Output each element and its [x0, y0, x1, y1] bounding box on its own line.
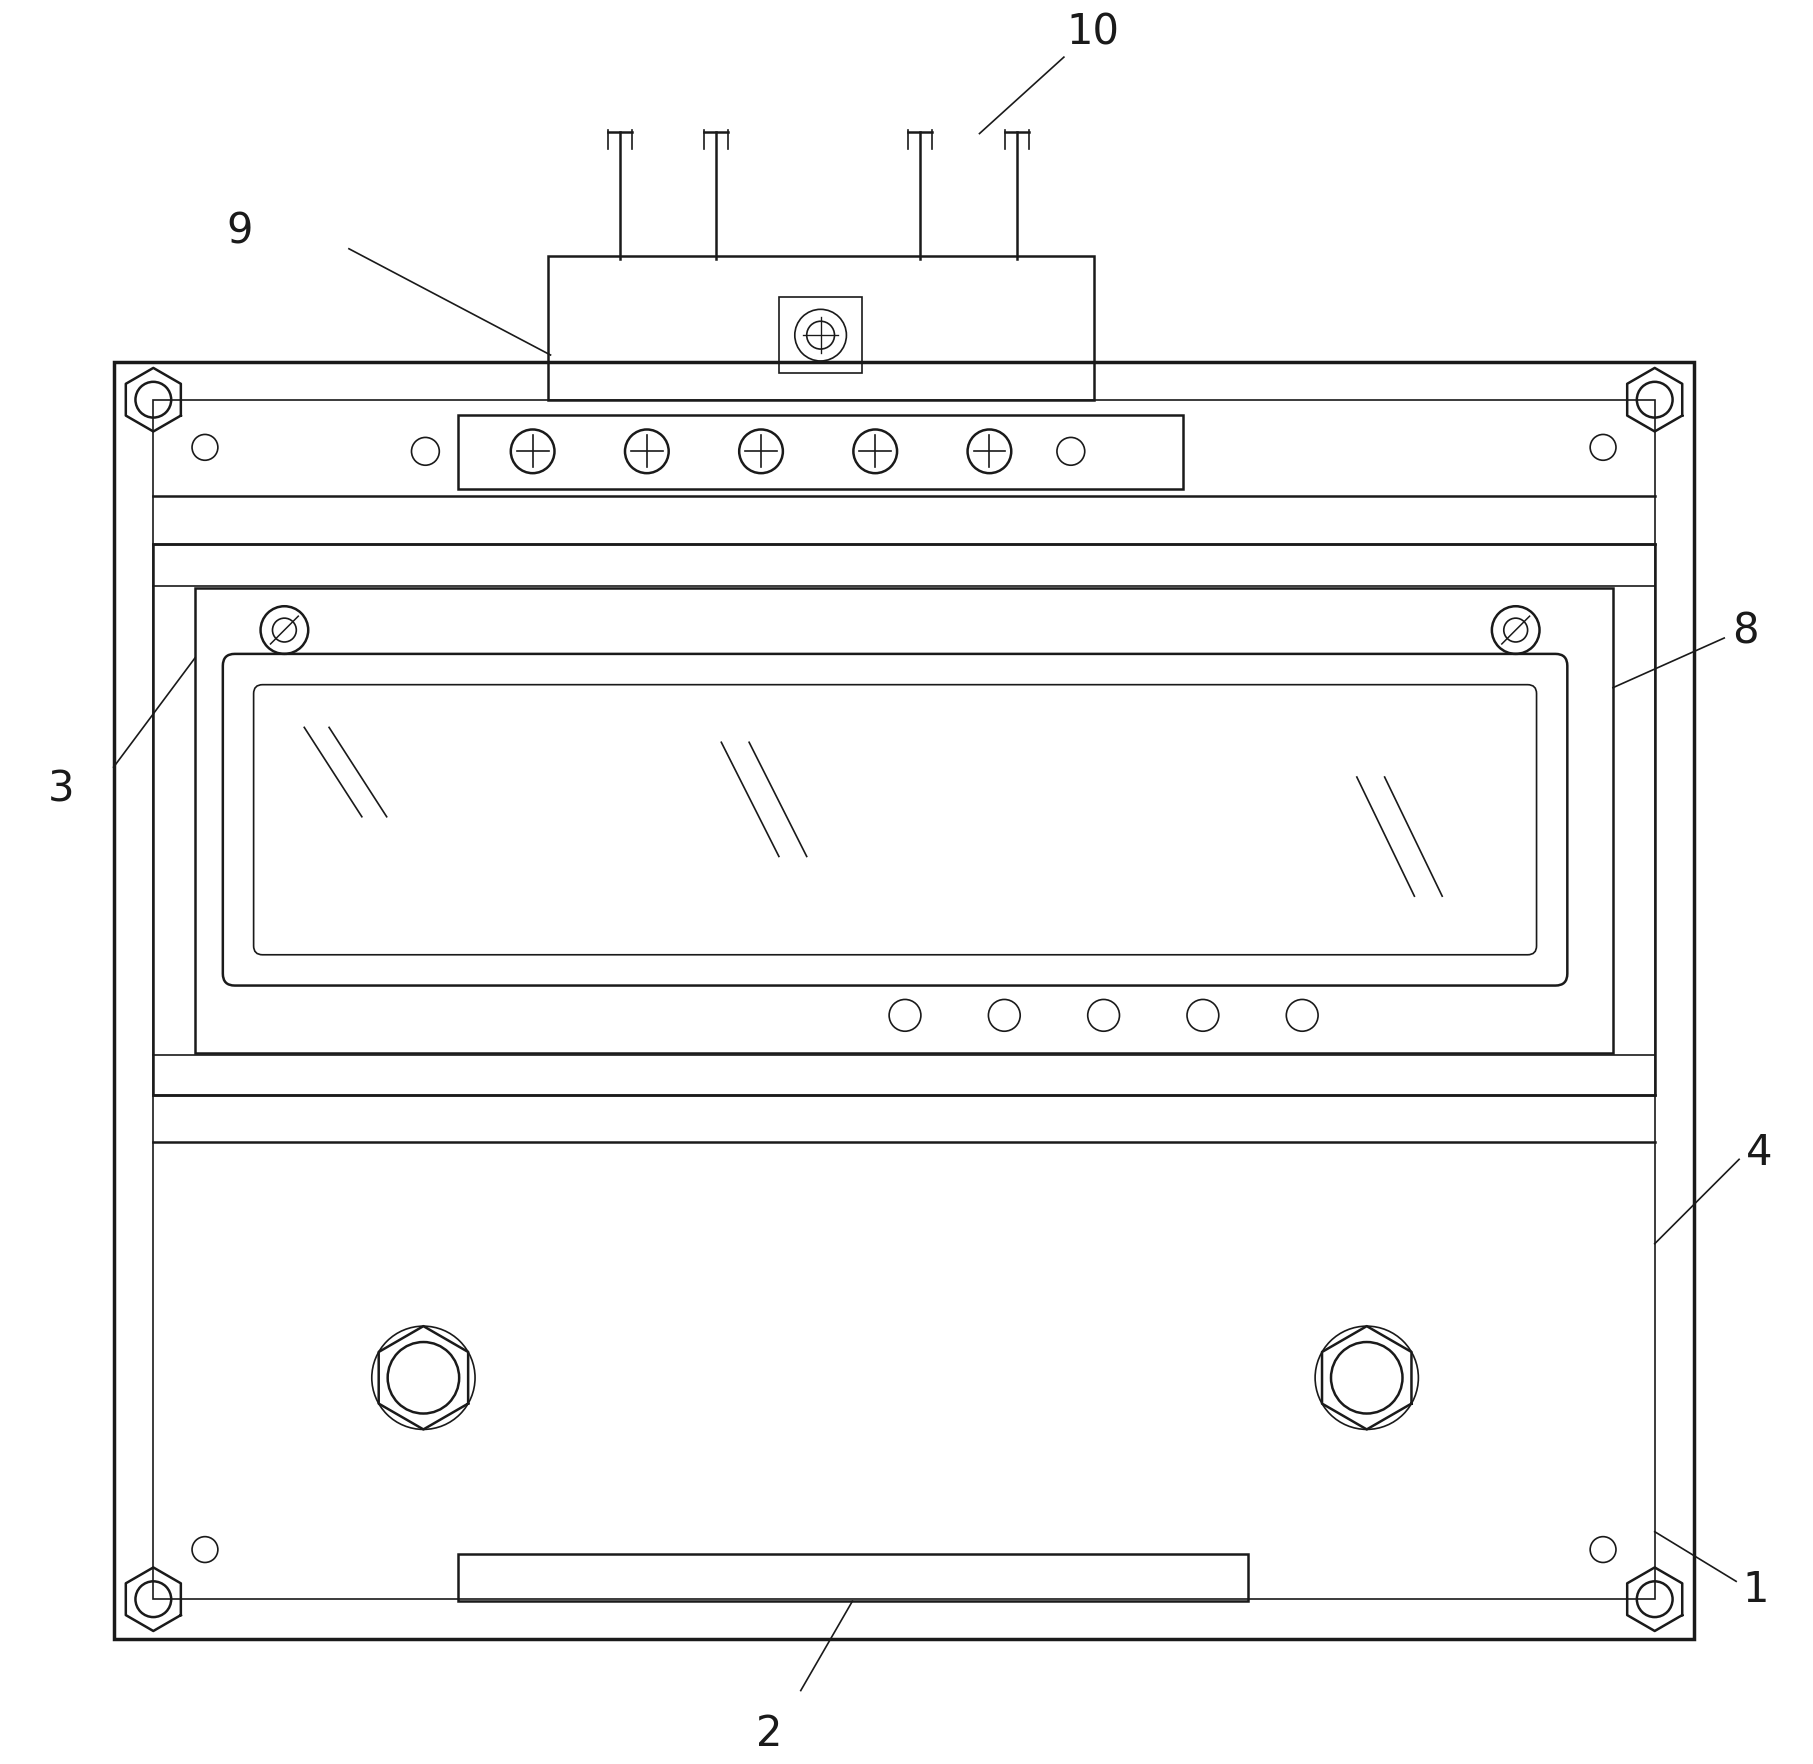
Bar [780, 298, 863, 374]
Bar [459, 1554, 1247, 1602]
Bar [154, 400, 1655, 1600]
Bar [459, 415, 1184, 490]
Bar [196, 589, 1614, 1053]
Bar [154, 545, 1655, 1095]
Text: 4: 4 [1746, 1132, 1773, 1173]
Text: 9: 9 [227, 210, 254, 252]
Text: 2: 2 [756, 1713, 781, 1755]
Text: 1: 1 [1742, 1568, 1769, 1611]
Bar [114, 363, 1695, 1639]
Text: 3: 3 [49, 769, 74, 810]
Bar [548, 256, 1093, 400]
Text: 8: 8 [1731, 610, 1759, 651]
Text: 10: 10 [1066, 11, 1120, 53]
